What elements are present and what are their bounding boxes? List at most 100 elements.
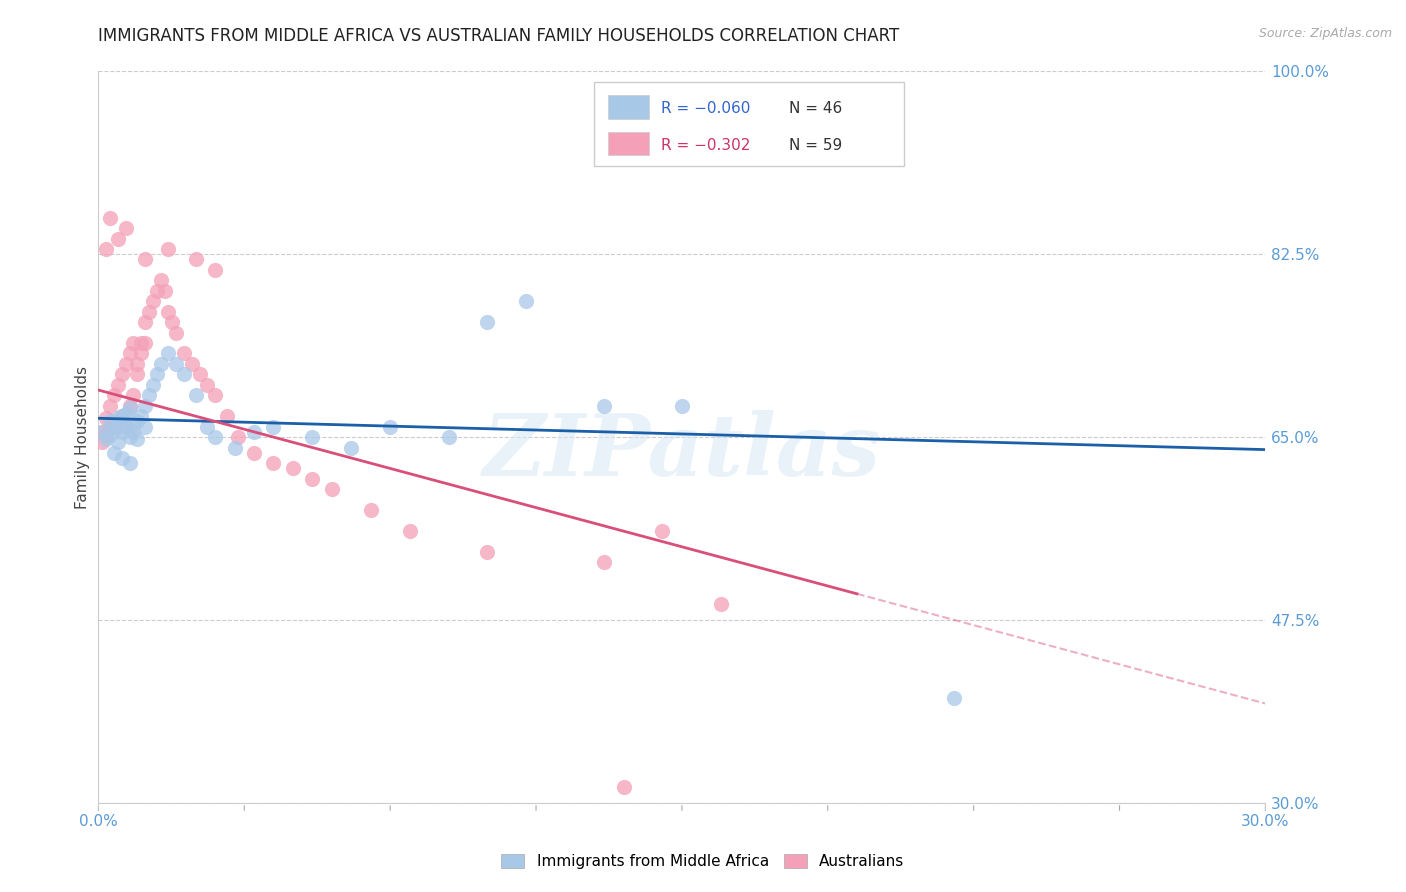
Legend: Immigrants from Middle Africa, Australians: Immigrants from Middle Africa, Australia… bbox=[495, 848, 911, 875]
FancyBboxPatch shape bbox=[609, 95, 650, 119]
Point bbox=[224, 441, 246, 455]
Point bbox=[103, 419, 125, 434]
Point bbox=[118, 346, 141, 360]
Point bbox=[107, 377, 129, 392]
Point bbox=[162, 315, 184, 329]
Point bbox=[111, 450, 134, 465]
Point bbox=[204, 263, 226, 277]
Point bbox=[114, 419, 136, 434]
Point bbox=[118, 430, 141, 444]
Point bbox=[103, 388, 125, 402]
Point bbox=[114, 407, 136, 421]
Point bbox=[184, 252, 207, 267]
Point bbox=[103, 414, 125, 428]
Point bbox=[477, 545, 499, 559]
Point bbox=[157, 242, 180, 256]
Point bbox=[204, 430, 226, 444]
Point bbox=[146, 368, 169, 382]
Point bbox=[111, 409, 134, 424]
Point bbox=[173, 368, 195, 382]
Point bbox=[134, 399, 156, 413]
Point bbox=[149, 357, 172, 371]
Point bbox=[103, 446, 125, 460]
Point bbox=[138, 304, 160, 318]
Point bbox=[134, 336, 156, 351]
Point bbox=[243, 425, 266, 439]
Point bbox=[157, 346, 180, 360]
Point bbox=[127, 432, 149, 446]
Point bbox=[321, 483, 343, 497]
Point bbox=[340, 441, 363, 455]
Point bbox=[165, 357, 187, 371]
Point bbox=[204, 388, 226, 402]
Point bbox=[146, 284, 169, 298]
Point bbox=[157, 304, 180, 318]
Point bbox=[127, 357, 149, 371]
Point bbox=[243, 446, 266, 460]
Point bbox=[651, 524, 673, 538]
Text: IMMIGRANTS FROM MIDDLE AFRICA VS AUSTRALIAN FAMILY HOUSEHOLDS CORRELATION CHART: IMMIGRANTS FROM MIDDLE AFRICA VS AUSTRAL… bbox=[98, 27, 900, 45]
Text: R = −0.302: R = −0.302 bbox=[661, 137, 751, 153]
Point bbox=[118, 456, 141, 470]
Point bbox=[134, 252, 156, 267]
Point bbox=[96, 432, 118, 446]
Point bbox=[98, 414, 121, 428]
Point bbox=[613, 780, 636, 794]
Point bbox=[114, 357, 136, 371]
Point bbox=[228, 430, 250, 444]
Point bbox=[96, 428, 118, 442]
Point bbox=[118, 401, 141, 415]
Point bbox=[301, 430, 323, 444]
Point bbox=[111, 425, 134, 439]
Text: N = 59: N = 59 bbox=[789, 137, 842, 153]
Point bbox=[107, 435, 129, 450]
Point bbox=[122, 417, 145, 432]
Point bbox=[184, 388, 207, 402]
Text: N = 46: N = 46 bbox=[789, 101, 842, 116]
Point bbox=[107, 419, 129, 434]
Point bbox=[96, 411, 118, 425]
Point bbox=[98, 419, 121, 434]
Point bbox=[114, 221, 136, 235]
Point bbox=[138, 388, 160, 402]
Point bbox=[127, 414, 149, 428]
Point bbox=[195, 419, 218, 434]
Point bbox=[111, 368, 134, 382]
Point bbox=[281, 461, 304, 475]
Point bbox=[122, 388, 145, 402]
Point bbox=[195, 377, 218, 392]
Point bbox=[301, 472, 323, 486]
Point bbox=[96, 242, 118, 256]
Point bbox=[142, 294, 165, 309]
Point bbox=[114, 419, 136, 434]
Point bbox=[122, 336, 145, 351]
Point bbox=[477, 315, 499, 329]
Point bbox=[515, 294, 537, 309]
Point bbox=[593, 556, 616, 570]
Text: R = −0.060: R = −0.060 bbox=[661, 101, 751, 116]
Point bbox=[943, 691, 966, 706]
Point bbox=[129, 336, 152, 351]
Point bbox=[98, 399, 121, 413]
Point bbox=[122, 425, 145, 439]
Point bbox=[129, 409, 152, 424]
Point bbox=[98, 428, 121, 442]
Point bbox=[98, 211, 121, 225]
Point bbox=[180, 357, 202, 371]
Point bbox=[165, 326, 187, 340]
Point bbox=[593, 399, 616, 413]
Point bbox=[91, 425, 114, 439]
Point bbox=[134, 419, 156, 434]
Point bbox=[215, 409, 238, 424]
Point bbox=[262, 419, 284, 434]
Point bbox=[142, 377, 165, 392]
Point bbox=[111, 409, 134, 424]
Point bbox=[107, 419, 129, 434]
Point bbox=[127, 368, 149, 382]
Point bbox=[153, 284, 176, 298]
Point bbox=[360, 503, 382, 517]
Point bbox=[262, 456, 284, 470]
Text: ZIPatlas: ZIPatlas bbox=[482, 410, 882, 493]
Y-axis label: Family Households: Family Households bbox=[75, 366, 90, 508]
Point bbox=[380, 419, 402, 434]
